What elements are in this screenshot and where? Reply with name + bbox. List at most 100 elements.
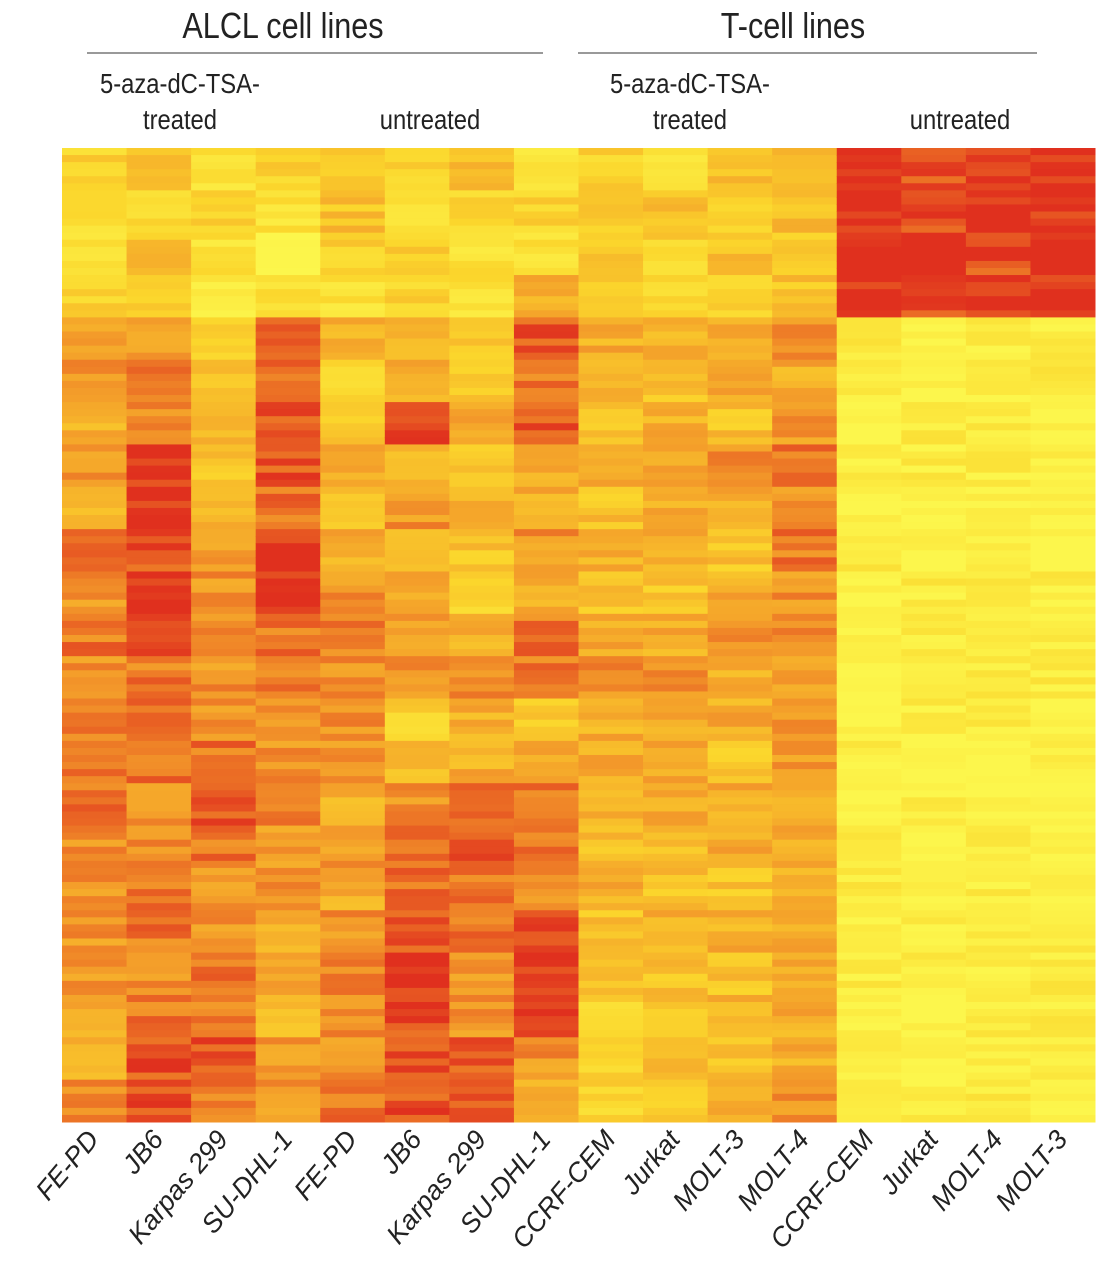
- heatmap-cell-band: [901, 924, 967, 932]
- heatmap-cell: [578, 613, 644, 657]
- heatmap-cell-band: [707, 550, 773, 558]
- heatmap-cell-band: [772, 564, 838, 572]
- heatmap-cell-band: [707, 465, 773, 474]
- heatmap-cell-band: [126, 924, 192, 932]
- heatmap-cell-band: [126, 211, 192, 220]
- heatmap-cell-band: [836, 896, 902, 904]
- heatmap-cell: [191, 1079, 257, 1123]
- heatmap-cell: [707, 1037, 773, 1081]
- heatmap-cell-band: [62, 620, 128, 629]
- heatmap-cell-band: [1030, 670, 1096, 678]
- heatmap-cell-band: [836, 395, 902, 403]
- heatmap-cell: [772, 656, 838, 700]
- heatmap-cell-band: [320, 458, 386, 467]
- heatmap-cell: [384, 148, 450, 191]
- heatmap-cell-band: [255, 973, 321, 982]
- heatmap-cell-band: [772, 818, 838, 827]
- heatmap-cell-band: [1030, 359, 1096, 368]
- heatmap-cell-band: [1030, 938, 1096, 947]
- heatmap-cell: [965, 698, 1031, 742]
- heatmap-cell-band: [965, 599, 1031, 608]
- heatmap-cell-band: [191, 571, 257, 580]
- heatmap-cell-band: [965, 1086, 1031, 1095]
- heatmap-cell-band: [643, 1044, 709, 1052]
- heatmap-cell-band: [965, 797, 1031, 805]
- heatmap-cell-band: [255, 444, 321, 452]
- heatmap-cell-band: [772, 395, 838, 403]
- heatmap-cell-band: [62, 670, 128, 678]
- heatmap-cell-band: [320, 197, 386, 205]
- heatmap-cell-band: [578, 387, 644, 396]
- heatmap-cell: [191, 656, 257, 700]
- heatmap-cell-band: [578, 310, 644, 318]
- heatmap-cell: [836, 656, 902, 700]
- heatmap-cell-band: [62, 1114, 128, 1123]
- heatmap-cell-band: [126, 493, 192, 502]
- heatmap-cell-band: [578, 874, 644, 883]
- heatmap-cell-band: [772, 585, 838, 594]
- heatmap-cell-band: [449, 246, 515, 255]
- heatmap-cell-band: [384, 507, 450, 516]
- heatmap-cell-band: [707, 479, 773, 488]
- heatmap-cell-band: [707, 1065, 773, 1074]
- heatmap-cell-band: [62, 599, 128, 608]
- heatmap-cell: [836, 867, 902, 911]
- heatmap-cell-band: [578, 620, 644, 629]
- heatmap-cell-band: [965, 479, 1031, 488]
- heatmap-cell-band: [191, 677, 257, 685]
- heatmap-cell-band: [449, 324, 515, 333]
- heatmap-cell-band: [320, 1114, 386, 1123]
- heatmap-cell-band: [901, 874, 967, 883]
- heatmap-cell-band: [449, 797, 515, 805]
- heatmap-cell-band: [62, 677, 128, 685]
- heatmap-cell-band: [513, 253, 579, 262]
- heatmap-cell-band: [513, 190, 579, 198]
- heatmap-cell-band: [965, 1100, 1031, 1109]
- heatmap-cell-band: [126, 945, 192, 954]
- heatmap-cell-band: [965, 705, 1031, 714]
- heatmap-cell-band: [643, 677, 709, 685]
- heatmap-cell-band: [707, 1023, 773, 1031]
- heatmap-cell-band: [191, 536, 257, 544]
- heatmap-cell-band: [320, 585, 386, 594]
- heatmap-cell-band: [643, 437, 709, 445]
- heatmap-cell-band: [62, 924, 128, 932]
- heatmap-cell-band: [772, 804, 838, 812]
- heatmap-cell-band: [255, 345, 321, 354]
- heatmap-cell-band: [1030, 1065, 1096, 1074]
- heatmap-cell-band: [836, 938, 902, 947]
- heatmap-cell-band: [449, 987, 515, 996]
- heatmap-cell-band: [126, 1016, 192, 1024]
- heatmap-cell-band: [578, 380, 644, 389]
- heatmap-cell-band: [836, 543, 902, 551]
- heatmap-cell-band: [255, 486, 321, 495]
- heatmap-cell-band: [901, 416, 967, 424]
- heatmap-cell-band: [126, 169, 192, 177]
- heatmap-cell-band: [449, 599, 515, 608]
- heatmap-cell: [965, 994, 1031, 1038]
- heatmap-cell-band: [449, 924, 515, 932]
- heatmap-cell-band: [965, 733, 1031, 742]
- heatmap-cell-band: [191, 1051, 257, 1059]
- heatmap-cell-band: [578, 945, 644, 954]
- heatmap-cell-band: [578, 225, 644, 234]
- heatmap-cell-band: [643, 578, 709, 587]
- heatmap-cell-band: [384, 232, 450, 241]
- heatmap-cell-band: [255, 994, 321, 1003]
- heatmap-cell: [578, 232, 644, 276]
- heatmap-cell-band: [901, 790, 967, 798]
- heatmap-cell-band: [772, 451, 838, 460]
- heatmap-cell-band: [965, 825, 1031, 834]
- heatmap-cell-band: [772, 507, 838, 516]
- heatmap-cell-band: [707, 867, 773, 876]
- heatmap-cell-band: [836, 1044, 902, 1052]
- heatmap-cell-band: [965, 486, 1031, 495]
- heatmap-cell-band: [707, 310, 773, 318]
- heatmap-cell-band: [836, 557, 902, 565]
- heatmap-cell-band: [643, 811, 709, 820]
- heatmap-cell-band: [643, 1009, 709, 1017]
- heatmap-cell-band: [126, 352, 192, 361]
- heatmap-cell-band: [643, 663, 709, 671]
- heatmap-cell-band: [449, 783, 515, 791]
